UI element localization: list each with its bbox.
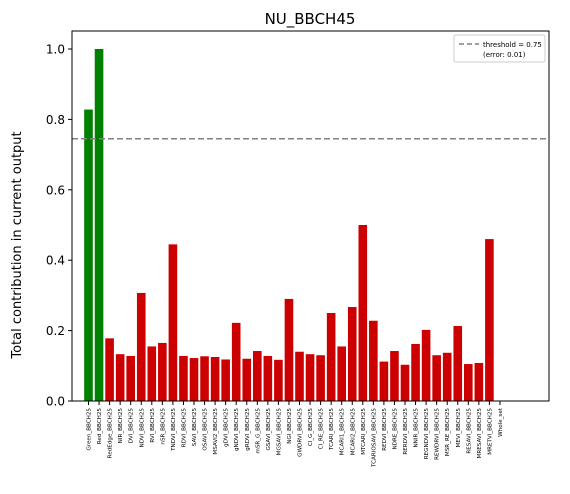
bar	[179, 355, 188, 401]
x-tick-label: Whole_set	[498, 407, 504, 437]
bar	[168, 244, 178, 401]
x-tick-label: gDVI_BBCH25	[224, 408, 230, 447]
x-tick-label: gRDVI_BBCH25	[245, 408, 251, 451]
bar	[453, 326, 463, 401]
bar	[474, 362, 484, 401]
x-tick-label: RVI_BBCH25	[150, 408, 156, 443]
y-tick-label: 0.8	[46, 113, 65, 127]
x-tick-label: TCARI_BBCH25	[329, 408, 335, 451]
bar	[105, 338, 114, 401]
x-tick-label: MRETVI_BBCH25	[487, 408, 493, 455]
x-tick-label: REWDRVI_BBCH25	[435, 408, 441, 460]
x-tick-label: REDVI_BBCH25	[382, 408, 388, 451]
bar	[400, 364, 410, 401]
bar	[464, 364, 473, 401]
x-tick-label: TNDVI_BBCH25	[171, 408, 177, 452]
bar	[284, 298, 294, 401]
x-tick-label: MSAVI2_BBCH25	[213, 408, 219, 455]
x-tick-label: nSR_BBCH25	[160, 408, 166, 445]
x-tick-label: OSAVI_BBCH25	[203, 408, 209, 451]
chart-title: NU_BBCH45	[265, 10, 356, 29]
bar	[158, 342, 167, 401]
x-tick-label: MCARI2_BBCH25	[350, 408, 356, 456]
bar	[253, 351, 262, 401]
x-tick-label: RESAVI_BBCH25	[466, 408, 472, 454]
bar	[390, 351, 399, 401]
x-tick-label: SAVI_BBCH25	[192, 408, 198, 447]
plot-frame	[71, 30, 550, 402]
bar	[200, 356, 209, 401]
x-tick-label: RDVI_BBCH25	[181, 408, 187, 448]
bar	[189, 358, 199, 401]
x-tick-label: DVI_BBCH25	[129, 408, 135, 444]
x-tick-label: TCARIOSAVI_BBCH25	[371, 408, 377, 468]
x-axis-ticks: Green_BBCH25 Red_BBCH25 RedEdge_BBCH25 NIR_…	[87, 401, 504, 468]
x-tick-label: NDRE_BBCH25	[392, 408, 398, 450]
bar	[421, 329, 431, 401]
bar	[411, 343, 420, 401]
x-tick-label: NDVI_BBCH25	[139, 408, 145, 448]
x-tick-label: gNDVI_BBCH25	[234, 408, 240, 451]
x-tick-label: Green_BBCH25	[87, 408, 93, 451]
y-tick-label: 0.0	[46, 395, 65, 409]
x-tick-label: GWDRVI_BBCH25	[298, 408, 304, 457]
x-tick-label: MTCARI_BBCH25	[361, 408, 367, 455]
bar	[126, 355, 135, 401]
bar	[84, 109, 93, 401]
x-tick-label: MSR_RE_BBCH25	[445, 408, 451, 457]
x-tick-label: MCARI1_BBCH25	[340, 408, 346, 456]
bar	[347, 307, 357, 401]
y-tick-label: 1.0	[46, 43, 65, 57]
x-tick-label: REGNDVI_BBCH25	[424, 408, 430, 460]
bar	[305, 354, 315, 401]
bars	[84, 49, 494, 401]
bar	[337, 346, 346, 401]
bar	[274, 359, 283, 401]
x-tick-label: Red_BBCH25	[97, 408, 103, 445]
x-tick-label: MEVI_BBCH25	[456, 408, 462, 448]
bar	[94, 49, 104, 401]
bar	[147, 346, 157, 401]
bar	[221, 359, 230, 401]
bar	[295, 351, 304, 401]
bar	[136, 292, 146, 401]
x-tick-label: GSAVI_BBCH25	[266, 408, 272, 451]
bar	[485, 239, 494, 401]
bar	[442, 352, 452, 401]
bar	[115, 354, 125, 401]
bar	[369, 320, 378, 401]
y-tick-label: 0.4	[46, 254, 65, 268]
bar	[242, 358, 252, 401]
bar	[432, 355, 441, 401]
y-axis-label: Total contribution in current output	[10, 131, 25, 359]
x-tick-label: MGSAVI_BBCH25	[276, 408, 282, 456]
x-tick-label: RedEdge_BBCH25	[108, 408, 114, 459]
x-tick-label: CI_RE_BBCH25	[319, 408, 325, 450]
bar	[316, 355, 325, 401]
legend: threshold = 0.75 (error: 0.01)	[453, 34, 546, 63]
legend-label-line2: (error: 0.01)	[483, 51, 526, 59]
bar	[231, 322, 241, 401]
legend-label-line1: threshold = 0.75	[483, 41, 542, 49]
x-tick-label: MRESAVI_BBCH25	[477, 408, 483, 459]
y-axis-ticks: 0.0 0.2 0.4 0.6 0.8 1.0	[46, 43, 72, 409]
bar	[326, 313, 336, 401]
x-tick-label: CI_G_BBCH25	[308, 408, 314, 447]
x-tick-label: NGI_BBCH25	[287, 408, 293, 444]
x-tick-label: RERDVI_BBCH25	[403, 408, 409, 455]
legend-box	[453, 34, 546, 63]
bar	[263, 355, 273, 401]
y-tick-label: 0.2	[46, 324, 65, 338]
x-tick-label: NNIR_BBCH25	[414, 408, 420, 448]
x-tick-label: NIR_BBCH25	[118, 408, 124, 444]
x-tick-label: mSR_G_BBCH25	[255, 408, 261, 454]
y-tick-label: 0.6	[46, 183, 65, 197]
bar	[358, 225, 368, 401]
bar	[210, 357, 220, 401]
bar	[379, 361, 389, 401]
